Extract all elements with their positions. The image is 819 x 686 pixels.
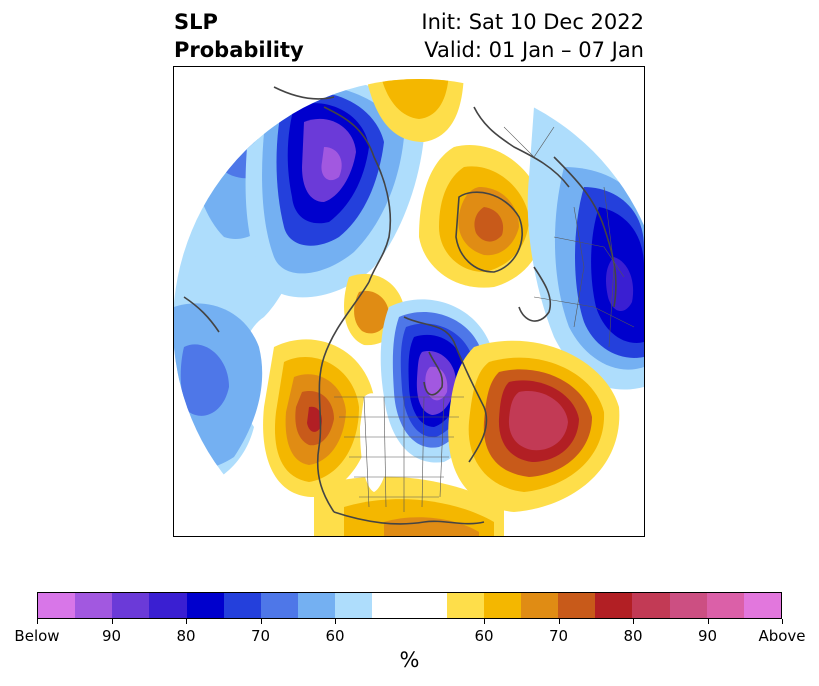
colorbar-tick-mark — [633, 619, 634, 624]
colorbar-segment — [706, 593, 744, 618]
colorbar — [37, 592, 782, 619]
coastlines — [183, 86, 617, 525]
colorbar-tick-label: Below — [14, 627, 60, 645]
colorbar-segment — [260, 593, 299, 618]
colorbar-tick-label: 80 — [623, 627, 643, 645]
colorbar-segment — [223, 593, 261, 618]
title-slp: SLP — [174, 10, 218, 34]
colorbar-tick-label: 70 — [548, 627, 569, 645]
colorbar-segment — [38, 593, 76, 618]
title-left: SLP Probability — [174, 8, 304, 64]
country-borders — [334, 126, 635, 512]
colorbar-tick-mark — [335, 619, 336, 624]
contour-above-80-gulf — [384, 517, 479, 536]
probability-map — [173, 66, 645, 537]
colorbar-segment — [521, 593, 559, 618]
colorbar-segment — [669, 593, 707, 618]
colorbar-segment — [149, 593, 187, 618]
init-date: Init: Sat 10 Dec 2022 — [421, 10, 644, 34]
map-svg — [174, 79, 644, 536]
colorbar-segment — [372, 593, 447, 618]
colorbar-segment — [112, 593, 150, 618]
colorbar-segment — [446, 593, 484, 618]
contour-below-80-west — [180, 344, 229, 416]
contour-above-95-natl — [508, 391, 568, 451]
colorbar-unit: % — [399, 648, 420, 672]
title-probability: Probability — [174, 38, 304, 62]
colorbar-tick-mark — [186, 619, 187, 624]
colorbar-tick-mark — [112, 619, 113, 624]
colorbar-tick-mark — [782, 619, 783, 624]
colorbar-tick-label: Above — [758, 627, 806, 645]
colorbar-tick-mark — [484, 619, 485, 624]
colorbar-segment — [335, 593, 373, 618]
colorbar-segment — [75, 593, 113, 618]
title-right: Init: Sat 10 Dec 2022 Valid: 01 Jan – 07… — [421, 8, 644, 64]
map-disc — [174, 79, 644, 536]
colorbar-tick-label: 80 — [176, 627, 196, 645]
colorbar-segment — [558, 593, 596, 618]
colorbar-segment — [632, 593, 670, 618]
colorbar-segment — [595, 593, 633, 618]
colorbar-tick-mark — [261, 619, 262, 624]
contour-above-95-epac — [307, 406, 322, 432]
colorbar-segment — [743, 593, 782, 618]
colorbar-tick-mark — [37, 619, 38, 624]
colorbar-tick-label: 60 — [474, 627, 494, 645]
colorbar-tick-label: 70 — [250, 627, 271, 645]
valid-range: Valid: 01 Jan – 07 Jan — [424, 38, 644, 62]
colorbar-tick-label: 90 — [101, 627, 122, 645]
contour-below-95-europe — [606, 257, 634, 312]
colorbar-tick-mark — [708, 619, 709, 624]
colorbar-tick-label: 60 — [325, 627, 345, 645]
contour-above-90-greenland — [474, 207, 504, 242]
contour-below-max-alaska — [321, 147, 342, 181]
colorbar-segment — [186, 593, 224, 618]
colorbar-segment — [298, 593, 336, 618]
colorbar-tick-label: 90 — [697, 627, 718, 645]
colorbar-tick-mark — [559, 619, 560, 624]
contour-above-70-npac — [354, 290, 389, 334]
colorbar-segment — [483, 593, 522, 618]
